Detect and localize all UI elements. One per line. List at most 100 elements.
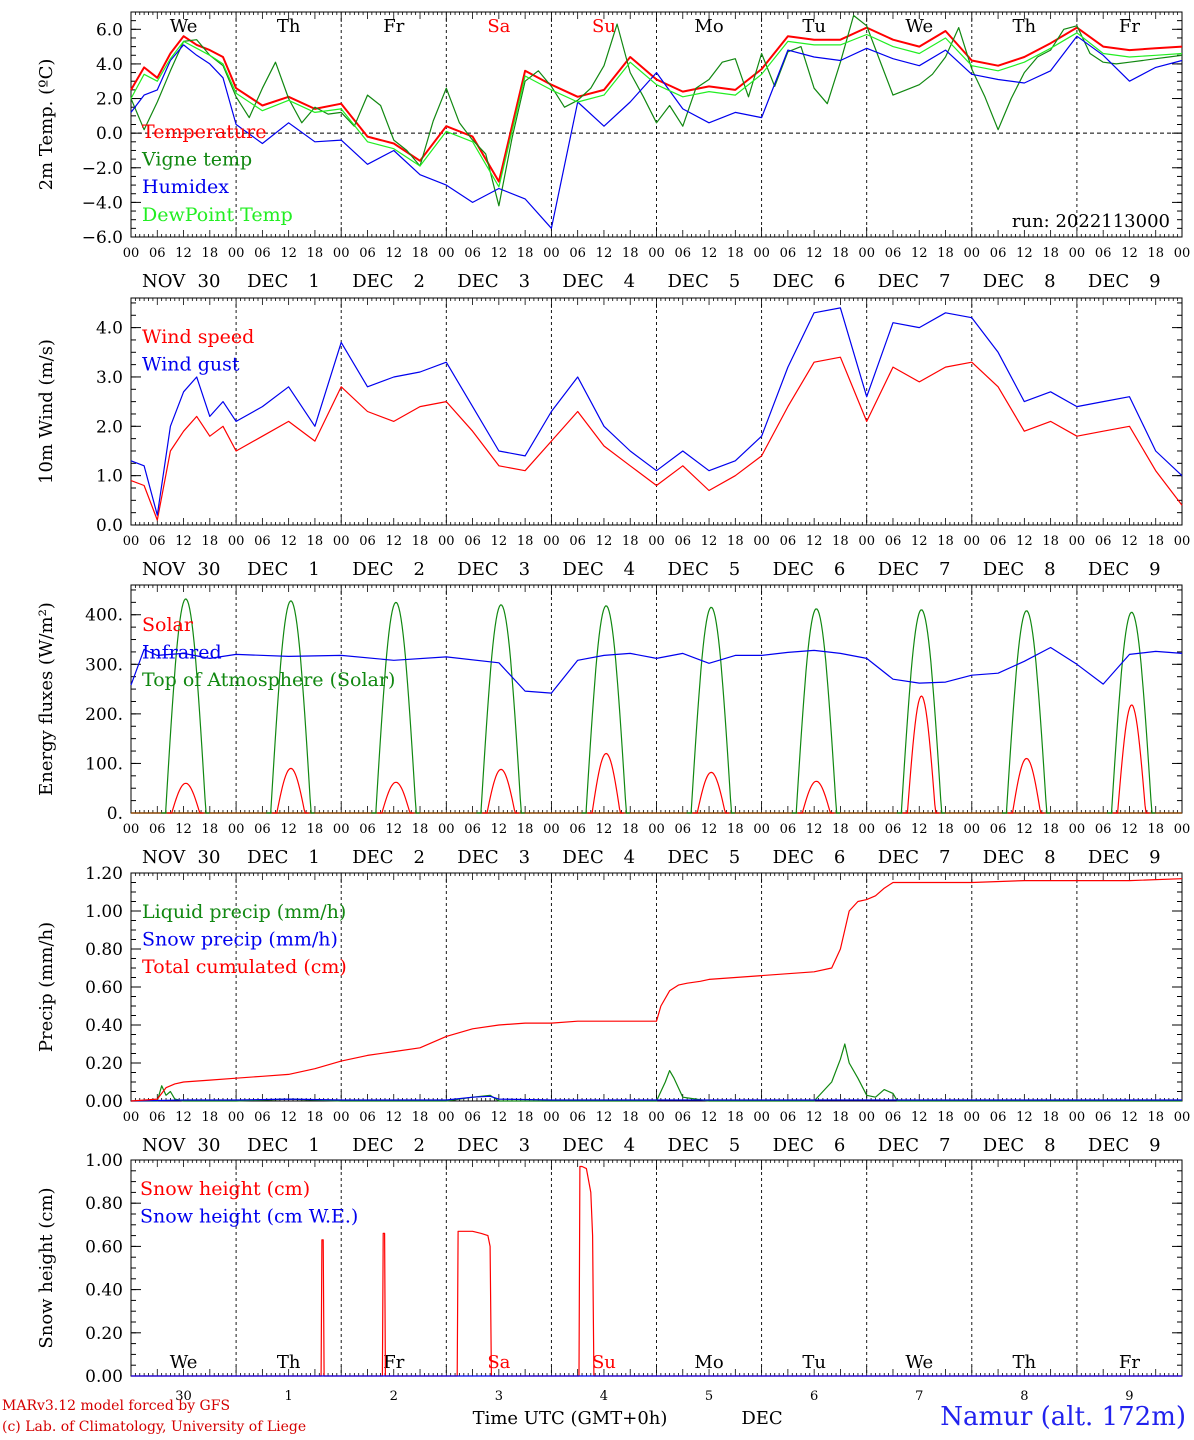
y-tick-label: −2.0	[82, 159, 123, 179]
y-tick-label: 0.20	[85, 1054, 123, 1074]
y-tick-label: 0.00	[85, 1367, 123, 1387]
date-month-label: NOV	[142, 559, 186, 580]
y-tick-label: 200.	[85, 705, 123, 725]
date-month-label: NOV	[142, 271, 186, 292]
day-name: Su	[592, 16, 616, 37]
date-month-label: DEC	[983, 847, 1024, 868]
hour-tick-label: 12	[385, 534, 402, 549]
date-month-label: NOV	[142, 847, 186, 868]
hour-tick-label: 12	[1016, 1110, 1033, 1125]
date-day-label: 9	[1149, 559, 1160, 580]
hour-tick-label: 06	[780, 1110, 797, 1125]
hour-tick-label: 12	[385, 246, 402, 261]
y-tick-label: 6.0	[96, 20, 123, 40]
hour-tick-label: 18	[1042, 246, 1059, 261]
hour-tick-label: 12	[596, 822, 613, 837]
y-tick-label: 0.80	[85, 1194, 123, 1214]
hour-tick-label: 00	[753, 534, 770, 549]
solar-curve	[482, 768, 519, 814]
date-month-label: DEC	[352, 559, 393, 580]
hour-tick-label: 12	[911, 822, 928, 837]
hour-tick-label: 12	[280, 246, 297, 261]
hour-tick-label: 18	[1147, 1110, 1164, 1125]
series-line	[130, 307, 1183, 516]
y-axis-label: 2m Temp. (ºC)	[36, 59, 57, 191]
date-day-label: 8	[1044, 847, 1055, 868]
date-month-label: DEC	[878, 559, 919, 580]
hour-tick-label: 00	[1069, 1110, 1086, 1125]
hour-tick-label: 18	[202, 534, 219, 549]
legend-entry: Snow precip (mm/h)	[142, 929, 338, 951]
y-axis-label: Precip (mm/h)	[36, 922, 57, 1052]
legend-entry: Wind gust	[142, 354, 240, 376]
hour-tick-label: 06	[780, 246, 797, 261]
y-tick-label: 4.0	[96, 319, 123, 339]
hour-tick-label: 00	[858, 822, 875, 837]
y-tick-label: 1.00	[85, 1151, 123, 1171]
toa-solar-curve	[896, 609, 946, 814]
hour-tick-label: 12	[175, 1110, 192, 1125]
hour-tick-label: 06	[149, 534, 166, 549]
date-day-label: 4	[624, 847, 635, 868]
date-day-label: 7	[939, 559, 950, 580]
day-name: We	[170, 16, 198, 37]
hour-tick-label: 18	[202, 822, 219, 837]
y-tick-label: 0.40	[85, 1016, 123, 1036]
date-day-label: 3	[519, 271, 530, 292]
hour-tick-label: 06	[569, 1110, 586, 1125]
y-tick-label: 0.0	[96, 516, 123, 536]
hour-tick-label: 06	[990, 1110, 1007, 1125]
hour-tick-label: 12	[491, 822, 508, 837]
day-name: Sa	[487, 16, 510, 37]
hour-tick-label: 00	[964, 1110, 981, 1125]
hour-tick-label: 06	[990, 246, 1007, 261]
hour-tick-label: 18	[727, 822, 744, 837]
hour-tick-label: 00	[753, 246, 770, 261]
date-month-label: NOV	[142, 1135, 186, 1156]
hour-tick-label: 12	[911, 534, 928, 549]
series-line	[130, 35, 1183, 229]
day-name: We	[170, 1352, 198, 1373]
hour-tick-label: 18	[307, 822, 324, 837]
series-line	[130, 878, 1183, 1102]
date-day-label: 5	[729, 1135, 740, 1156]
hour-tick-label: 00	[123, 246, 140, 261]
hour-tick-label: 18	[622, 534, 639, 549]
hour-tick-label: 00	[123, 822, 140, 837]
hour-tick-label: 06	[885, 534, 902, 549]
hour-tick-label: 06	[149, 822, 166, 837]
run-annotation: run: 2022113000	[1012, 211, 1170, 232]
date-day-label: 2	[413, 559, 424, 580]
series-line	[130, 26, 1183, 183]
hour-tick-label: 00	[228, 246, 245, 261]
hour-tick-label: 00	[1174, 1110, 1191, 1125]
date-month-label: DEC	[1088, 847, 1129, 868]
hour-tick-label: 18	[937, 1110, 954, 1125]
y-tick-label: 2.0	[96, 90, 123, 110]
hour-tick-label: 12	[1121, 534, 1138, 549]
date-month-label: DEC	[352, 271, 393, 292]
date-month-label: DEC	[668, 1135, 709, 1156]
legend-entry: Humidex	[142, 176, 229, 198]
date-month-label: DEC	[247, 559, 288, 580]
hour-tick-label: 06	[1095, 246, 1112, 261]
date-month-label: DEC	[457, 1135, 498, 1156]
hour-tick-label: 12	[596, 1110, 613, 1125]
series-line	[131, 1043, 1182, 1102]
hour-tick-label: 06	[464, 822, 481, 837]
hour-tick-label: 06	[990, 822, 1007, 837]
date-month-label: DEC	[878, 847, 919, 868]
series-line	[130, 646, 1183, 694]
series-line	[130, 32, 1183, 188]
hour-tick-label: 00	[543, 246, 560, 261]
hour-tick-label: 00	[333, 1110, 350, 1125]
legend-entry: Snow height (cm)	[140, 1178, 310, 1200]
date-day-label: 5	[729, 559, 740, 580]
hour-tick-label: 18	[1147, 534, 1164, 549]
y-tick-label: 1.20	[85, 864, 123, 884]
hour-tick-label: 12	[701, 534, 718, 549]
hour-tick-label: 00	[648, 1110, 665, 1125]
date-month-label: DEC	[668, 271, 709, 292]
solar-curve	[167, 782, 204, 814]
hour-tick-label: 12	[911, 1110, 928, 1125]
